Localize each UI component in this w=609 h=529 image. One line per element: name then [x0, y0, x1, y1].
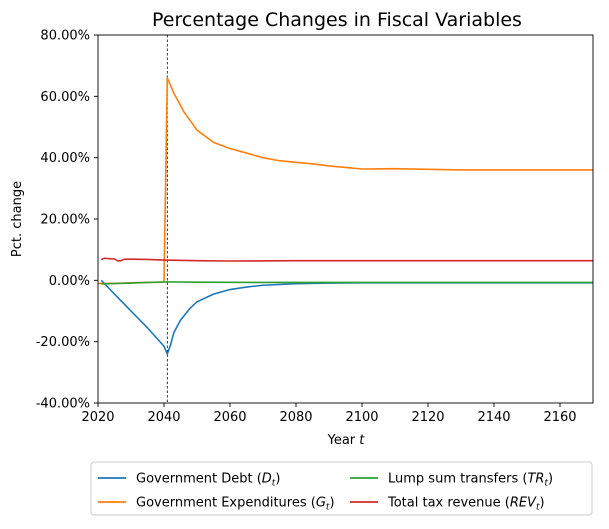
x-axis-ticks: 2020 2040 2060 2080 2100 2120 2140 2160: [81, 403, 577, 425]
series-line-1: [98, 77, 593, 285]
plot-area: [97, 34, 594, 404]
y-tick-label: 0.00%: [49, 274, 90, 289]
y-tick-label: -20.00%: [36, 335, 90, 350]
x-tick-label: 2060: [213, 410, 246, 425]
series-line-0: [100, 279, 593, 355]
series-line-3: [101, 257, 593, 262]
y-tick-label: 60.00%: [40, 90, 90, 105]
chart-title: Percentage Changes in Fiscal Variables: [152, 9, 522, 31]
legend-label: Government Expenditures (Gt): [136, 496, 335, 513]
x-tick-label: 2140: [477, 410, 510, 425]
x-axis-label: Year t: [327, 433, 366, 448]
x-tick-label: 2080: [279, 410, 312, 425]
legend-label: Total tax revenue (REVt): [387, 496, 545, 513]
y-tick-label: 40.00%: [40, 151, 90, 166]
legend-box: [90, 461, 593, 516]
x-tick-label: 2100: [345, 410, 378, 425]
legend-label: Lump sum transfers (TRt): [388, 472, 553, 489]
y-tick-label: 20.00%: [40, 213, 90, 228]
x-tick-label: 2160: [543, 410, 576, 425]
legend-label: Government Debt (Dt): [136, 472, 280, 489]
y-tick-label: 80.00%: [40, 29, 90, 44]
series-line-2: [101, 281, 593, 285]
x-tick-label: 2020: [81, 410, 114, 425]
y-tick-label: -40.00%: [36, 397, 90, 412]
x-tick-label: 2120: [411, 410, 444, 425]
x-tick-label: 2040: [147, 410, 180, 425]
y-axis-label: Pct. change: [10, 181, 25, 257]
legend: Government Debt (Dt) Government Expenditu…: [90, 461, 593, 516]
y-axis-ticks: -40.00% -20.00% 0.00% 20.00% 40.00% 60.00% 80.…: [36, 29, 98, 412]
